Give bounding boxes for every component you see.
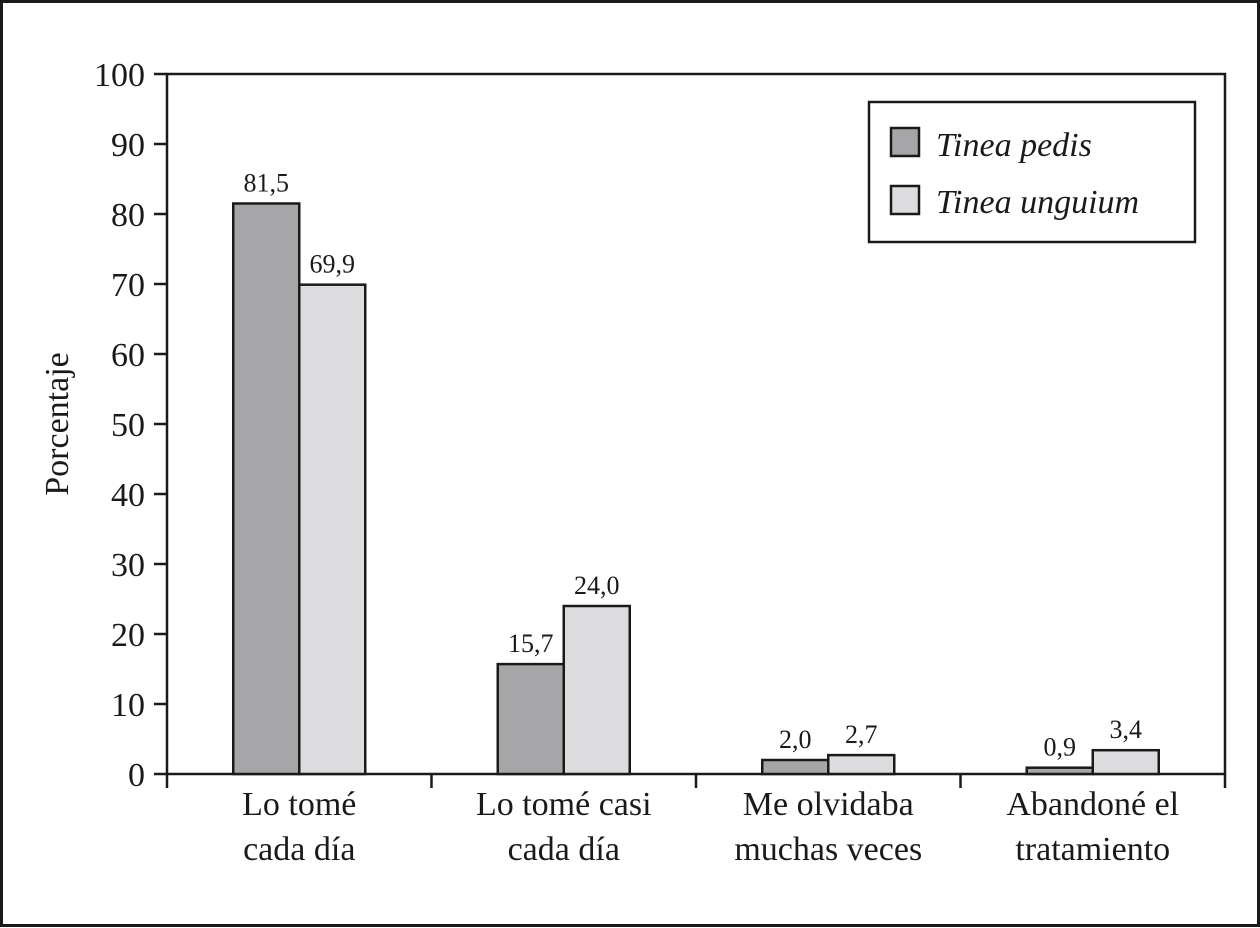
x-tick-label: Lo tomé cada día: [242, 786, 356, 868]
legend-label-tinea-pedis: Tinea pedis: [936, 127, 1092, 164]
y-tick-label: 80: [111, 197, 145, 234]
legend: Tinea pedis Tinea unguium: [867, 100, 1197, 244]
y-tick-label: 0: [128, 757, 145, 794]
y-tick-label: 100: [94, 57, 145, 94]
y-tick-label: 70: [111, 267, 145, 304]
y-tick-label: 10: [111, 687, 145, 724]
legend-label-tinea-unguium: Tinea unguium: [936, 184, 1139, 221]
bar-tinea-pedis: [496, 662, 565, 776]
y-tick-label: 40: [111, 477, 145, 514]
y-tick-label: 20: [111, 617, 145, 654]
bar-tinea-pedis: [1025, 766, 1094, 776]
x-axis: Lo tomé cada día Lo tomé casi cada día Me ol…: [165, 774, 1227, 868]
y-tick-label: 50: [111, 407, 145, 444]
y-tick-label: 60: [111, 337, 145, 374]
bar-tinea-pedis: [761, 758, 830, 776]
bar-tinea-unguium: [827, 753, 896, 776]
x-tick-label: Abandoné el tratamiento: [1006, 786, 1179, 868]
x-tick-label: Lo tomé casi cada día: [476, 786, 652, 868]
bars: [232, 202, 1160, 776]
y-tick-label: 30: [111, 547, 145, 584]
bar-tinea-pedis: [232, 202, 301, 776]
legend-swatch-tinea-pedis: [889, 126, 921, 158]
bar-value-label: 81,5: [244, 169, 290, 198]
x-tick-label: Me olvidaba muchas veces: [734, 786, 922, 868]
bar-value-label: 2,0: [779, 725, 812, 754]
bar-tinea-unguium: [298, 283, 367, 776]
bar-value-label: 3,4: [1110, 715, 1143, 744]
bar-tinea-unguium: [562, 604, 631, 776]
bar-value-label: 2,7: [845, 720, 878, 749]
legend-box: [867, 100, 1197, 244]
bar-tinea-unguium: [1091, 748, 1160, 776]
bar-value-label: 15,7: [508, 629, 554, 658]
legend-swatch-tinea-unguium: [889, 184, 921, 216]
bar-value-label: 0,9: [1044, 733, 1077, 762]
bar-value-label: 69,9: [310, 250, 356, 279]
y-axis: 0 10 20 30 40 50 60 70 80 90 100: [94, 57, 167, 794]
y-axis-label: Porcentaje: [39, 352, 76, 496]
bar-value-label: 24,0: [574, 571, 620, 600]
y-tick-label: 90: [111, 127, 145, 164]
bar-value-labels: 81,5 69,9 15,7 24,0 2,0 2,7 0,9 3,4: [244, 169, 1143, 762]
